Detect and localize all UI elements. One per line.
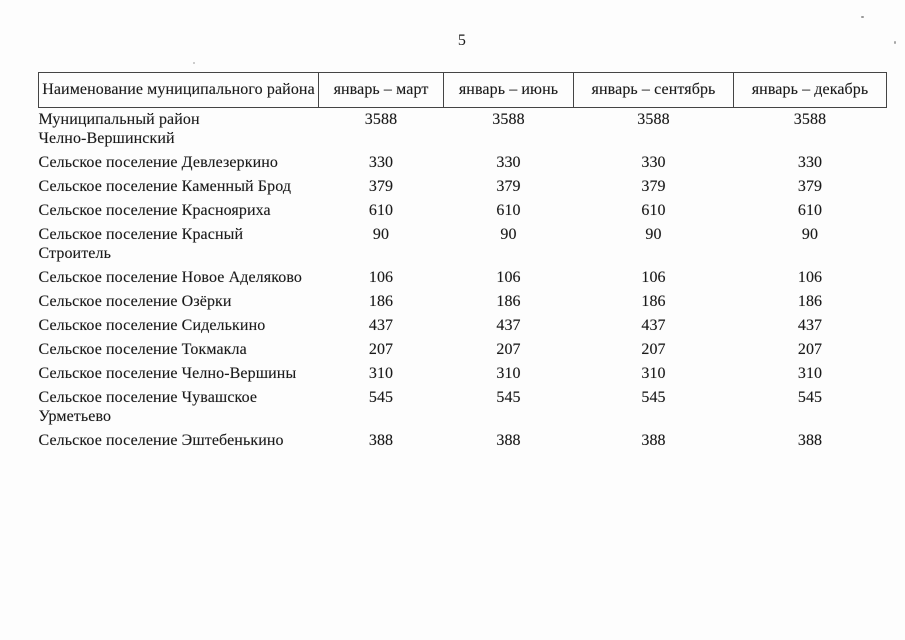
value-cell: 3588 [637,111,670,128]
value-cell: 3588 [492,111,525,128]
value-cell: 388 [797,432,823,449]
value-cell: 545 [368,389,394,406]
value-cell: 379 [641,178,666,195]
value-cell: 207 [496,341,521,358]
region-name-cell: Сельское поселение Новое Аделяково [38,269,303,286]
value-cell: 207 [641,341,666,358]
table-row: Сельское поселение Токмакла 207 207 207 … [39,338,887,362]
value-cell: 388 [496,432,521,449]
table-row: Сельское поселение Девлезеркино 330 330 … [39,151,887,175]
region-name-cell: Сельское поселение Чувашское Урметьево [38,389,258,425]
region-name-cell: Сельское поселение Озёрки [38,293,232,310]
value-cell: 186 [797,293,823,310]
value-cell: 379 [496,178,521,195]
table-header-row: Наименование муниципального района январ… [38,72,887,108]
table-row: Сельское поселение Сиделькино 437 437 43… [39,314,887,338]
value-cell: 106 [641,269,666,286]
value-cell: 545 [496,389,521,406]
value-cell: 437 [797,317,823,334]
table-header: Наименование муниципального района январ… [38,72,887,108]
value-cell: 379 [797,178,823,195]
value-cell: 330 [496,154,521,171]
table-row: Сельское поселение Чувашское Урметьево 5… [39,386,887,429]
column-header-jan-sep: январь – сентябрь [573,72,734,108]
column-header-jan-jun: январь – июнь [443,72,574,108]
scan-artifact [861,16,864,18]
value-cell: 310 [641,365,666,382]
column-header-district-name: Наименование муниципального района [38,72,319,108]
table-row: Муниципальный район Челно-Вершинский 358… [39,108,887,152]
region-name-cell: Сельское поселение Краснояриха [38,202,271,219]
value-cell: 330 [797,154,823,171]
value-cell: 106 [797,269,823,286]
region-name-cell: Муниципальный район Челно-Вершинский [38,111,200,147]
value-cell: 545 [641,389,666,406]
table-row: Сельское поселение Каменный Брод 379 379… [39,175,887,199]
scan-artifact [894,41,896,44]
column-header-jan-dec: январь – декабрь [733,72,887,108]
value-cell: 106 [496,269,521,286]
value-cell: 3588 [364,111,398,128]
value-cell: 310 [797,365,823,382]
value-cell: 310 [368,365,394,382]
value-cell: 90 [500,226,517,243]
value-cell: 106 [368,269,394,286]
table-row: Сельское поселение Красный Строитель 90 … [39,223,887,266]
value-cell: 437 [641,317,666,334]
value-cell: 545 [797,389,823,406]
value-cell: 186 [641,293,666,310]
scan-artifact [193,62,195,64]
region-name-cell: Сельское поселение Красный Строитель [38,226,244,262]
value-cell: 186 [496,293,521,310]
table-row: Сельское поселение Челно-Вершины 310 310… [39,362,887,386]
value-cell: 610 [641,202,666,219]
region-name-cell: Сельское поселение Эштебенькино [38,432,284,449]
value-cell: 90 [801,226,819,243]
value-cell: 379 [368,178,394,195]
value-cell: 437 [368,317,394,334]
value-cell: 330 [641,154,666,171]
value-cell: 388 [641,432,666,449]
region-name-cell: Сельское поселение Челно-Вершины [38,365,297,382]
region-name-cell: Сельское поселение Девлезеркино [38,154,279,171]
municipal-districts-table: Наименование муниципального района январ… [38,72,887,453]
value-cell: 610 [368,202,394,219]
value-cell: 90 [372,226,390,243]
table-row: Сельское поселение Новое Аделяково 106 1… [39,266,887,290]
column-header-jan-mar: январь – март [318,72,444,108]
value-cell: 3588 [793,111,827,128]
value-cell: 186 [368,293,394,310]
table-row: Сельское поселение Краснояриха 610 610 6… [39,199,887,223]
region-name-cell: Сельское поселение Каменный Брод [38,178,292,195]
region-name-cell: Сельское поселение Сиделькино [38,317,266,334]
value-cell: 207 [368,341,394,358]
value-cell: 388 [368,432,394,449]
page-number: 5 [457,32,467,49]
value-cell: 610 [797,202,823,219]
table-body: Муниципальный район Челно-Вершинский 358… [39,108,887,454]
table-row: Сельское поселение Озёрки 186 186 186 18… [39,290,887,314]
value-cell: 330 [368,154,394,171]
value-cell: 437 [496,317,521,334]
value-cell: 610 [496,202,521,219]
value-cell: 207 [797,341,823,358]
region-name-cell: Сельское поселение Токмакла [38,341,247,358]
value-cell: 90 [645,226,662,243]
value-cell: 310 [496,365,521,382]
table-row: Сельское поселение Эштебенькино 388 388 … [39,429,887,453]
